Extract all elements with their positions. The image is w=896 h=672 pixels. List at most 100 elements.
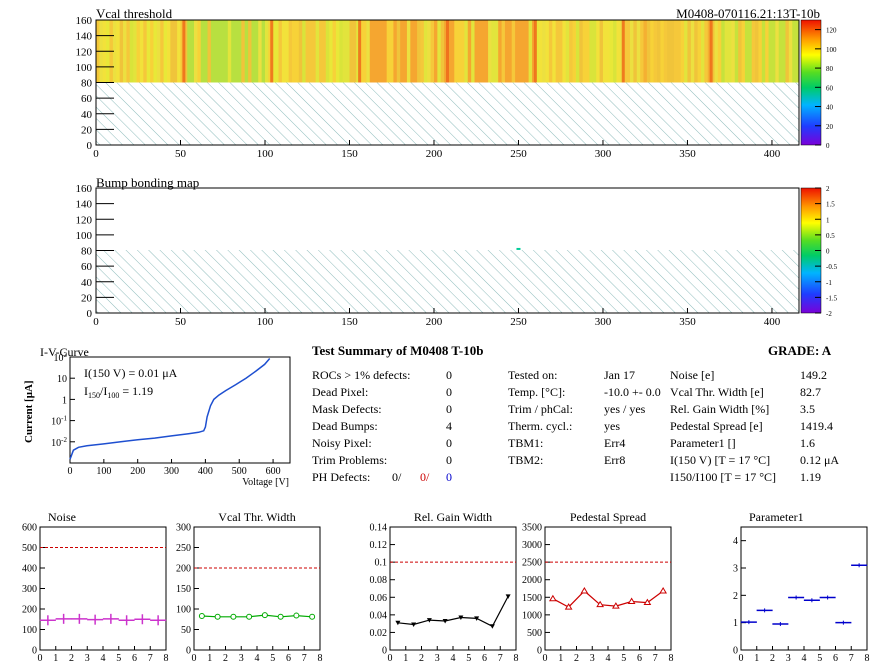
heatmap-column (136, 20, 141, 83)
y-tick-label: 100 (22, 625, 37, 636)
heatmap-column (454, 20, 459, 83)
heatmap-column (170, 20, 175, 83)
heatmap-column (728, 20, 732, 83)
x-tick-label: 0 (93, 148, 99, 160)
y-tick-label: 300 (22, 584, 37, 595)
x-tick-label: 5 (116, 653, 121, 664)
heatmap-column (677, 20, 682, 83)
heatmap-column (183, 20, 188, 83)
heatmap-column (335, 20, 340, 83)
bump-bonding-map: Bump bonding map 0 50 100 150 200 250 300 350 40… (76, 175, 838, 328)
heatmap-column (302, 20, 307, 83)
x-tick-label: 3 (786, 653, 791, 664)
heatmap-column (227, 20, 232, 83)
heatmap-column (596, 20, 601, 83)
heatmap-column (717, 20, 722, 83)
summary-value: Err8 (604, 453, 626, 467)
summary-label: TBM2: (508, 453, 544, 467)
heatmap-column (467, 20, 472, 83)
x-tick-label: 8 (865, 653, 870, 664)
heatmap-column (640, 20, 645, 83)
summary-grade: GRADE: A (768, 343, 832, 358)
x-tick-label: 6 (482, 653, 487, 664)
data-point (627, 597, 636, 605)
iv-x-tick-label: 200 (130, 466, 145, 477)
x-tick-label: 5 (817, 653, 822, 664)
heatmap-column (758, 20, 763, 83)
x-tick-label: 6 (833, 653, 838, 664)
iv-ylabel: Current [μA] (23, 380, 35, 443)
heatmap-column (423, 20, 428, 83)
heatmap-column (173, 20, 178, 83)
iv-xlabel: Voltage [V] (242, 477, 289, 488)
y-tick-label: 150 (176, 584, 191, 595)
heatmap-column (528, 20, 533, 83)
heatmap-column (447, 20, 452, 83)
x-tick-label: 4 (101, 653, 106, 664)
iv-y-tick-label: 1 (62, 395, 67, 406)
heatmap-column (515, 20, 519, 83)
x-tick-label: 8 (164, 653, 169, 664)
iv-y-tick-label: 10-1 (51, 415, 67, 428)
series-line (552, 590, 664, 608)
summary-label: I150/I100 [T = 17 °C] (670, 470, 777, 484)
heatmap-column (248, 20, 252, 83)
heatmap-column (660, 20, 665, 83)
heatmap-column (197, 20, 202, 83)
heatmap-column (433, 20, 438, 83)
heatmap-column (494, 20, 499, 83)
heatmap-column (346, 20, 350, 83)
heatmap-column (613, 20, 617, 83)
heatmap-column (751, 20, 756, 83)
y-tick-label: 80 (81, 246, 93, 258)
heatmap-column (450, 20, 455, 83)
palette-tick-label: -1 (826, 279, 832, 287)
heatmap-column (464, 20, 469, 83)
heatmap-column (795, 20, 800, 83)
roc-boundary-stripe (182, 20, 186, 83)
palette-tick-label: 20 (826, 123, 834, 131)
heatmap-column (562, 20, 567, 83)
heatmap-column (342, 20, 347, 83)
heatmap-column (163, 20, 168, 83)
heatmap-column (711, 20, 716, 83)
x-tick-label: 4 (451, 653, 456, 664)
heatmap-column (251, 20, 256, 83)
heatmap-column (731, 20, 736, 83)
y-tick-label: 3500 (522, 523, 542, 534)
iv-title: I-V-Curve (40, 345, 89, 359)
y-tick-label: 120 (76, 214, 93, 226)
y-tick-label: 3 (733, 564, 738, 575)
heatmap-column (427, 20, 432, 83)
plot-title: Parameter1 (749, 510, 804, 524)
x-tick-label: 3 (239, 653, 244, 664)
vcal-map-hatched-area (96, 82, 799, 145)
palette-tick-label: 120 (826, 27, 837, 35)
heatmap-column (569, 20, 574, 83)
heatmap-column (264, 20, 269, 83)
heatmap-column (714, 20, 719, 83)
heatmap-column (133, 20, 138, 83)
y-tick-label: 2000 (522, 575, 542, 586)
y-tick-label: 20 (81, 124, 93, 136)
heatmap-column (697, 20, 702, 83)
data-point (261, 612, 268, 619)
heatmap-column (339, 20, 344, 83)
vcal-palette (800, 19, 822, 146)
palette-tick-label: -0.5 (826, 263, 838, 271)
heatmap-column (214, 20, 219, 83)
heatmap-column (552, 20, 557, 83)
heatmap-column (623, 20, 628, 83)
data-point (505, 594, 511, 599)
ph-defects-value-3: 0 (446, 470, 452, 484)
heatmap-column (373, 20, 378, 83)
heatmap-column (673, 20, 678, 83)
y-tick-label: 0 (186, 646, 191, 657)
ph-defects-label: PH Defects: (312, 470, 371, 484)
data-point (474, 616, 480, 621)
palette-tick-label: 1 (826, 216, 830, 224)
heatmap-column (139, 20, 144, 83)
